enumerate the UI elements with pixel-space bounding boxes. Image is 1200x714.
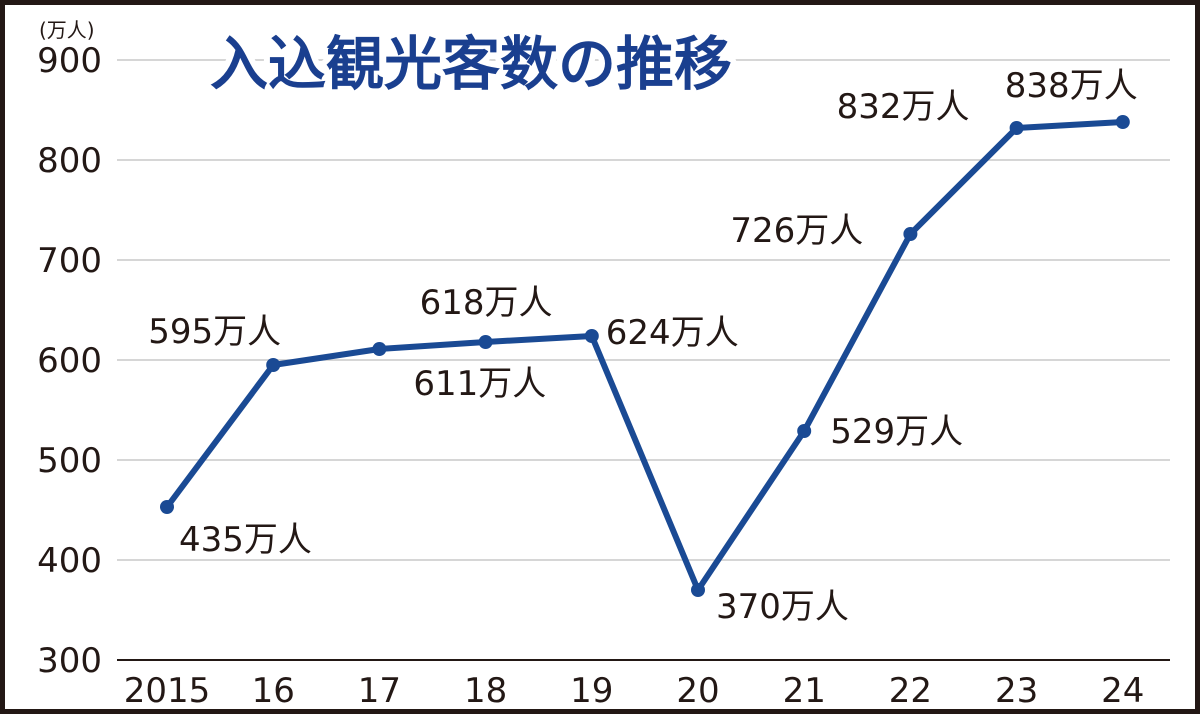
data-label: 611万人 xyxy=(413,364,546,404)
x-tick-label: 16 xyxy=(252,671,295,709)
y-tick-label: 800 xyxy=(37,141,102,181)
data-label: 435万人 xyxy=(179,520,312,560)
data-points xyxy=(160,115,1130,597)
x-tick-label: 19 xyxy=(570,671,613,709)
data-point xyxy=(478,335,493,349)
y-axis-unit: (万人) xyxy=(39,18,95,42)
x-tick-label: 23 xyxy=(995,671,1038,709)
x-tick-label: 18 xyxy=(464,671,507,709)
data-label: 838万人 xyxy=(1005,66,1138,106)
data-label: 618万人 xyxy=(420,283,553,323)
y-tick-label: 700 xyxy=(37,241,102,281)
data-label: 624万人 xyxy=(606,313,739,353)
y-axis-ticks: 300 400 500 600 700 800 900 xyxy=(37,41,102,681)
data-label: 832万人 xyxy=(837,87,970,127)
data-point xyxy=(797,424,812,438)
x-tick-label: 2015 xyxy=(124,671,211,709)
x-tick-label: 20 xyxy=(676,671,719,709)
data-point xyxy=(160,500,174,514)
x-tick-label: 17 xyxy=(358,671,401,709)
x-tick-label: 24 xyxy=(1101,671,1144,709)
x-tick-label: 21 xyxy=(783,671,826,709)
series-line-group xyxy=(164,119,1126,593)
data-point xyxy=(903,227,918,241)
series-line xyxy=(164,119,1126,593)
data-label: 595万人 xyxy=(148,312,281,352)
data-point xyxy=(1009,121,1024,135)
y-tick-label: 400 xyxy=(37,541,102,581)
data-label: 370万人 xyxy=(716,587,849,627)
y-tick-label: 600 xyxy=(37,341,102,381)
line-chart: 300 400 500 600 700 800 900 2015 16 17 18 19 20 21 22… xyxy=(37,18,1170,709)
chart-title: 入込観光客数の推移 xyxy=(210,30,732,98)
data-point xyxy=(372,342,387,356)
y-tick-label: 500 xyxy=(37,441,102,481)
y-tick-label: 300 xyxy=(37,641,102,681)
x-tick-label: 22 xyxy=(889,671,932,709)
data-label: 726万人 xyxy=(730,211,863,251)
data-label: 529万人 xyxy=(830,412,963,452)
data-point xyxy=(691,583,705,597)
y-tick-label: 900 xyxy=(37,41,102,81)
x-axis-ticks: 2015 16 17 18 19 20 21 22 23 24 xyxy=(124,671,1145,709)
data-point xyxy=(584,329,599,343)
data-point xyxy=(1115,115,1130,129)
data-point xyxy=(266,358,281,372)
data-labels: 435万人 595万人 611万人 618万人 624万人 370万人 529万人 726万人… xyxy=(148,66,1138,627)
